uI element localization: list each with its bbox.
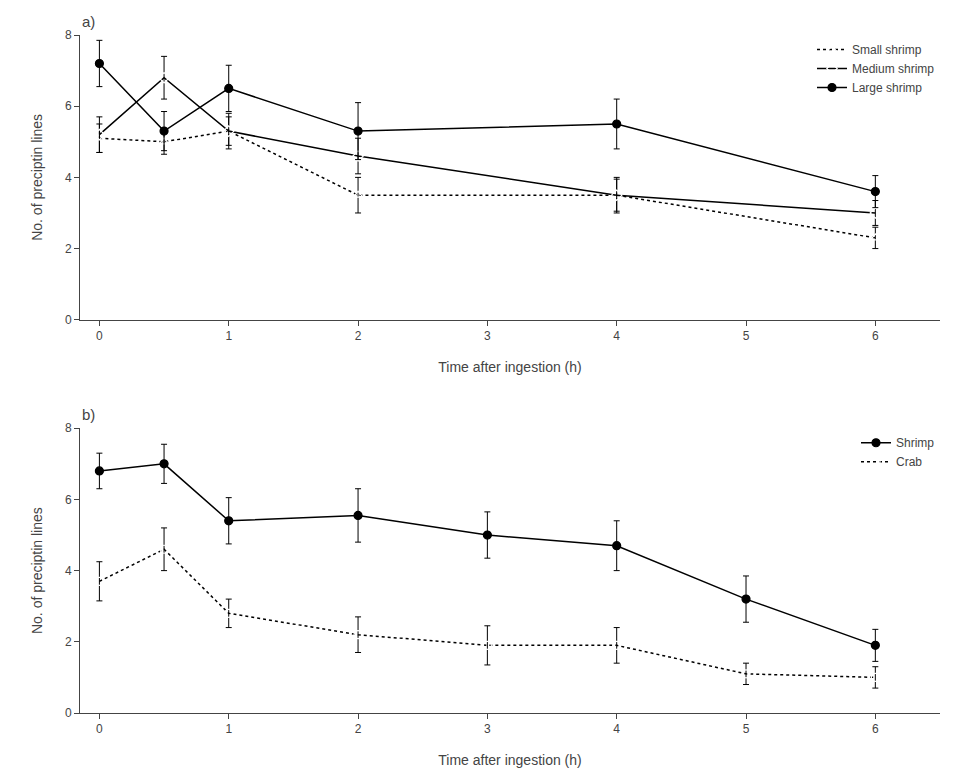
- svg-text:2: 2: [65, 242, 72, 256]
- svg-text:2: 2: [65, 635, 72, 649]
- svg-text:6: 6: [65, 493, 72, 507]
- svg-text:1: 1: [225, 722, 232, 736]
- svg-text:6: 6: [872, 722, 879, 736]
- svg-text:0: 0: [65, 313, 72, 327]
- svg-text:5: 5: [743, 329, 750, 343]
- svg-text:4: 4: [613, 329, 620, 343]
- svg-text:Medium shrimp: Medium shrimp: [852, 62, 934, 76]
- svg-text:4: 4: [65, 564, 72, 578]
- svg-text:2: 2: [355, 722, 362, 736]
- svg-text:Small shrimp: Small shrimp: [852, 43, 922, 57]
- svg-text:Time after ingestion (h): Time after ingestion (h): [438, 752, 581, 768]
- svg-text:4: 4: [65, 171, 72, 185]
- svg-text:a): a): [82, 13, 95, 30]
- svg-text:Time after ingestion (h): Time after ingestion (h): [438, 359, 581, 375]
- svg-text:No. of preciptin lines: No. of preciptin lines: [29, 114, 45, 241]
- svg-text:8: 8: [65, 28, 72, 42]
- svg-text:0: 0: [96, 722, 103, 736]
- svg-text:0: 0: [96, 329, 103, 343]
- svg-text:4: 4: [613, 722, 620, 736]
- svg-text:8: 8: [65, 421, 72, 435]
- svg-text:0: 0: [65, 706, 72, 720]
- svg-text:Crab: Crab: [896, 455, 922, 469]
- svg-text:Shrimp: Shrimp: [896, 436, 934, 450]
- svg-text:b): b): [82, 406, 95, 423]
- svg-text:3: 3: [484, 329, 491, 343]
- svg-text:Large shrimp: Large shrimp: [852, 81, 922, 95]
- svg-text:No. of preciptin lines: No. of preciptin lines: [29, 507, 45, 634]
- svg-text:2: 2: [355, 329, 362, 343]
- svg-text:3: 3: [484, 722, 491, 736]
- svg-text:1: 1: [225, 329, 232, 343]
- svg-text:6: 6: [65, 99, 72, 113]
- svg-text:6: 6: [872, 329, 879, 343]
- svg-text:5: 5: [743, 722, 750, 736]
